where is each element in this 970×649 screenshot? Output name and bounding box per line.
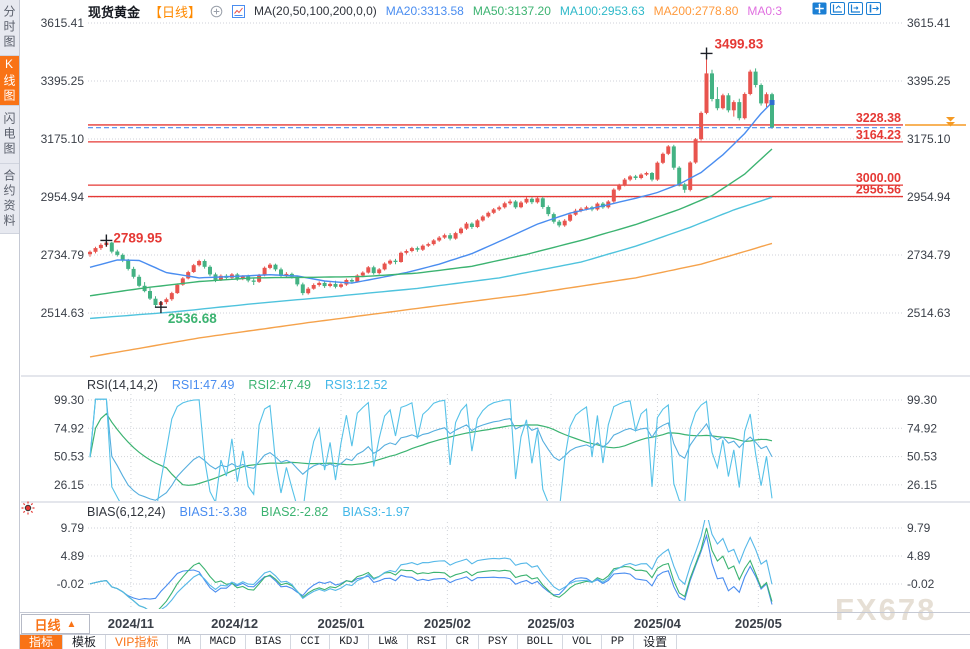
- rsi-pane-header: RSI(14,14,2) RSI1:47.49 RSI2:47.49 RSI3:…: [87, 378, 388, 392]
- month-label: 2024/12: [211, 616, 259, 631]
- indicator-toolbar: 指标 模板 VIP指标 MA MACD BIAS CCI KDJ LW& RSI CR PSY BOLL…: [20, 634, 970, 649]
- toolbar-button-vol[interactable]: VOL: [563, 635, 602, 649]
- toolbar-button-settings[interactable]: 设置: [634, 635, 678, 649]
- chart-canvas[interactable]: 3615.41 3615.41 3395.25 3395.25 3175.10 3175.…: [0, 0, 970, 612]
- toolbar-button-ma[interactable]: MA: [168, 635, 201, 649]
- sidebar-tab-timeline[interactable]: 分时图: [0, 0, 19, 56]
- crosshair-icon[interactable]: [812, 2, 827, 15]
- svg-text:3164.23: 3164.23: [856, 128, 901, 142]
- rsi1-value: RSI1:47.49: [171, 378, 235, 392]
- ma0-value: MA0:3: [747, 4, 783, 18]
- scale-right-icon[interactable]: [848, 2, 863, 15]
- svg-text:74.92: 74.92: [54, 421, 84, 435]
- svg-text:2954.94: 2954.94: [41, 190, 85, 204]
- toolbar-button-lwr[interactable]: LW&: [369, 635, 408, 649]
- svg-text:3228.38: 3228.38: [856, 111, 901, 125]
- bias2-value: BIAS2:-2.82: [260, 505, 329, 519]
- svg-text:2514.63: 2514.63: [41, 306, 85, 320]
- svg-text:3000.00: 3000.00: [856, 171, 901, 185]
- period-tag: 【日线】: [149, 4, 202, 20]
- toolbar-button-rsi[interactable]: RSI: [408, 635, 447, 649]
- toolbar-button-pp[interactable]: PP: [602, 635, 635, 649]
- ma20-value: MA20:3313.58: [385, 4, 464, 18]
- ma50-value: MA50:3137.20: [472, 4, 551, 18]
- fx678-watermark: FX678: [835, 592, 937, 627]
- ma-settings-label: MA(20,50,100,200,0,0): [254, 4, 377, 18]
- month-label: 2025/04: [633, 616, 681, 631]
- symbol-title: 现货黄金: [88, 4, 141, 20]
- toolbar-button-macd[interactable]: MACD: [201, 635, 246, 649]
- svg-text:3499.83: 3499.83: [715, 36, 764, 51]
- svg-text:26.15: 26.15: [54, 478, 84, 492]
- circle-plus-icon[interactable]: [210, 5, 223, 18]
- svg-text:2536.68: 2536.68: [168, 311, 217, 326]
- svg-text:74.92: 74.92: [907, 421, 937, 435]
- toolbar-button-cci[interactable]: CCI: [291, 635, 331, 649]
- svg-text:99.30: 99.30: [54, 393, 84, 407]
- sidebar-tab-lightning[interactable]: 闪电图: [0, 106, 19, 164]
- svg-text:50.53: 50.53: [907, 450, 937, 464]
- toolbar-button-templates[interactable]: 模板: [63, 635, 107, 649]
- rsi-title: RSI(14,14,2): [87, 378, 158, 392]
- sidebar-tab-kline[interactable]: K线图: [0, 56, 19, 106]
- scale-axis-icon[interactable]: [830, 2, 845, 15]
- svg-text:3175.10: 3175.10: [41, 132, 85, 146]
- toolbar-button-kdj[interactable]: KDJ: [330, 635, 370, 649]
- svg-text:2956.56: 2956.56: [856, 183, 901, 197]
- price-alert-icon[interactable]: [20, 500, 36, 521]
- svg-text:2514.63: 2514.63: [907, 306, 951, 320]
- svg-text:3175.10: 3175.10: [907, 132, 951, 146]
- toolbar-button-cr[interactable]: CR: [447, 635, 479, 649]
- period-selector-label: 日线: [34, 617, 61, 633]
- rsi3-value: RSI3:12.52: [324, 378, 388, 392]
- time-axis-row: 日线 ▲ 2024/11 2024/12 2025/01 2025/02 2025/03…: [20, 612, 970, 634]
- toolbar-button-boll[interactable]: BOLL: [518, 635, 564, 649]
- ma200-value: MA200:2778.80: [653, 4, 739, 18]
- bias3-value: BIAS3:-1.97: [342, 505, 410, 519]
- bias-pane-header: BIAS(6,12,24) BIAS1:-3.38 BIAS2:-2.82 BI…: [87, 505, 410, 519]
- svg-text:9.79: 9.79: [61, 521, 85, 535]
- toolbar-button-bias[interactable]: BIAS: [246, 635, 292, 649]
- svg-text:2734.79: 2734.79: [907, 248, 951, 262]
- candlestick-chart-icon[interactable]: [232, 4, 246, 18]
- bias-title: BIAS(6,12,24): [87, 505, 166, 519]
- svg-text:3615.41: 3615.41: [41, 16, 85, 30]
- month-label: 2024/11: [107, 616, 155, 631]
- ma100-value: MA100:2953.63: [559, 4, 645, 18]
- svg-text:4.89: 4.89: [907, 549, 931, 563]
- toolbar-button-psy[interactable]: PSY: [479, 635, 518, 649]
- svg-text:3395.25: 3395.25: [41, 74, 85, 88]
- toolbar-button-vip-indicators[interactable]: VIP指标: [106, 635, 169, 649]
- svg-text:4.89: 4.89: [61, 549, 85, 563]
- toolbar-button-indicators[interactable]: 指标: [20, 635, 64, 649]
- rsi2-value: RSI2:47.49: [248, 378, 311, 392]
- svg-text:3395.25: 3395.25: [907, 74, 951, 88]
- month-label: 2025/02: [423, 616, 471, 631]
- chevron-up-icon: ▲: [66, 618, 77, 630]
- svg-text:2789.95: 2789.95: [113, 230, 162, 245]
- chart-tools: [812, 2, 881, 15]
- period-selector-button[interactable]: 日线 ▲: [21, 614, 90, 634]
- svg-text:2734.79: 2734.79: [41, 248, 85, 262]
- svg-text:99.30: 99.30: [907, 393, 937, 407]
- sidebar-tab-contract-info[interactable]: 合约资料: [0, 164, 19, 234]
- svg-text:-0.02: -0.02: [907, 577, 935, 591]
- chart-header: 现货黄金 【日线】 MA(20,50,100,200,0,0) MA20:331…: [20, 0, 970, 22]
- svg-text:2954.94: 2954.94: [907, 190, 951, 204]
- month-label: 2025/05: [734, 616, 782, 631]
- bias1-value: BIAS1:-3.38: [179, 505, 247, 519]
- svg-text:50.53: 50.53: [54, 450, 84, 464]
- month-label: 2025/03: [527, 616, 575, 631]
- month-label: 2025/01: [317, 616, 365, 631]
- svg-text:26.15: 26.15: [907, 478, 937, 492]
- left-sidebar: 分时图 K线图 闪电图 合约资料: [0, 0, 20, 649]
- svg-text:3615.41: 3615.41: [907, 16, 951, 30]
- pan-right-icon[interactable]: [866, 2, 881, 15]
- svg-text:9.79: 9.79: [907, 521, 931, 535]
- svg-text:-0.02: -0.02: [57, 577, 85, 591]
